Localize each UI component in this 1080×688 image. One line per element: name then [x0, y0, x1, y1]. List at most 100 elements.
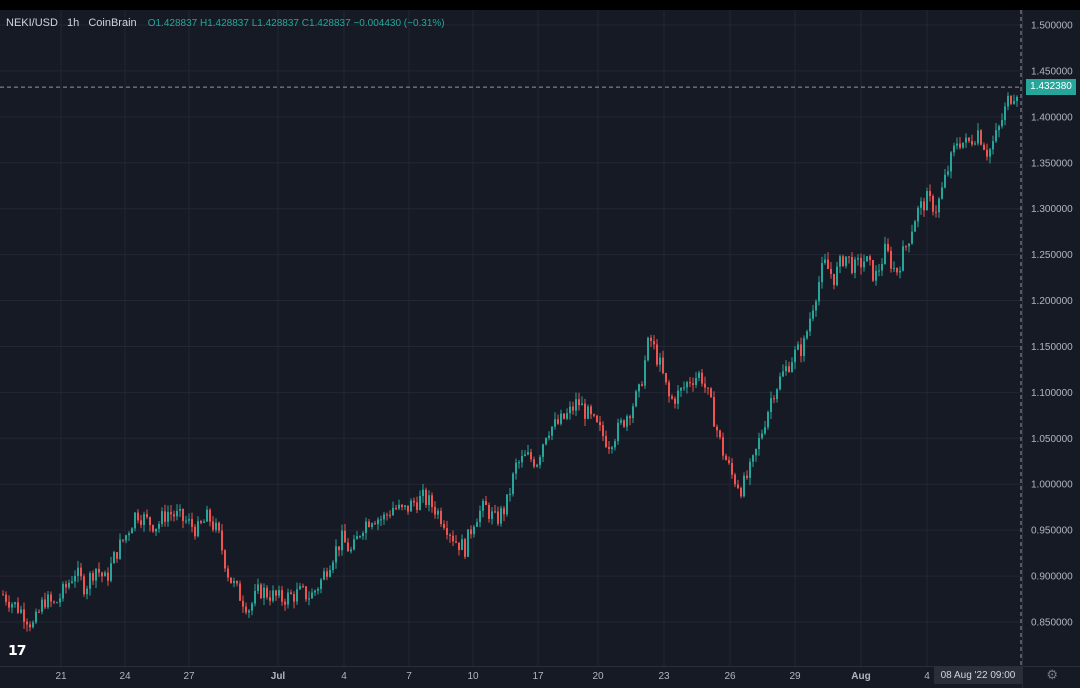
candle-body — [299, 586, 301, 590]
candle-body — [311, 592, 313, 599]
candle-body — [191, 519, 193, 527]
candle-body — [875, 270, 877, 281]
chart-panel[interactable]: 1.500000 1.450000 1.400000 1.350000 1.300000… — [0, 10, 1080, 688]
candle-body — [701, 372, 703, 384]
candle-body — [545, 437, 547, 445]
candle-body — [806, 331, 808, 339]
candle-body — [17, 602, 19, 613]
x-tick-label: 17 — [532, 671, 544, 682]
candle-body — [248, 610, 250, 613]
candle-body — [932, 195, 934, 212]
candle-body — [683, 387, 685, 389]
candle-body — [47, 594, 49, 608]
candle-body — [317, 588, 319, 591]
symbol-label[interactable]: NEKI/USD — [6, 17, 58, 29]
candle-body — [752, 455, 754, 462]
candle-body — [527, 452, 529, 455]
candle-body — [182, 508, 184, 521]
candle-body — [704, 383, 706, 388]
candle-body — [860, 258, 862, 268]
candle-body — [239, 583, 241, 601]
x-tick-label: Jul — [271, 671, 286, 682]
candle-body — [962, 142, 964, 148]
candle-body — [977, 130, 979, 144]
candle-body — [680, 387, 682, 391]
candle-body — [767, 411, 769, 428]
candle-body — [854, 259, 856, 273]
candle-body — [890, 250, 892, 269]
candle-body — [314, 590, 316, 593]
candle-body — [92, 573, 94, 581]
candle-body — [773, 398, 775, 400]
candle-body — [644, 360, 646, 386]
x-tick-label: 21 — [55, 671, 67, 682]
crosshair — [0, 10, 1022, 666]
candle-body — [335, 546, 337, 563]
candle-body — [281, 590, 283, 602]
candle-body — [908, 243, 910, 247]
x-tick-label: 29 — [789, 671, 801, 682]
candle-body — [407, 505, 409, 512]
candle-body — [179, 508, 181, 511]
candle-body — [98, 568, 100, 573]
candle-body — [590, 406, 592, 415]
candle-body — [266, 587, 268, 598]
candle-body — [629, 416, 631, 419]
candle-body — [14, 602, 16, 605]
candle-body — [290, 592, 292, 595]
gear-icon[interactable]: ⚙ — [1046, 667, 1058, 682]
price-chart[interactable]: 1.500000 1.450000 1.400000 1.350000 1.300000… — [0, 10, 1080, 688]
candle-body — [887, 243, 889, 251]
candle-body — [158, 523, 160, 529]
candle-body — [965, 137, 967, 143]
candle-body — [755, 448, 757, 456]
crosshair-price-label: 1.432380 — [1026, 79, 1076, 95]
candle-body — [635, 391, 637, 407]
candle-body — [587, 406, 589, 419]
candle-body — [467, 529, 469, 557]
candle-body — [44, 599, 46, 608]
candle-body — [320, 579, 322, 589]
candle-body — [920, 201, 922, 208]
candle-body — [122, 539, 124, 541]
candle-body — [26, 621, 28, 625]
candle-body — [872, 260, 874, 281]
candle-body — [623, 420, 625, 427]
candle-body — [149, 517, 151, 526]
candle-body — [941, 187, 943, 199]
tradingview-logo-icon[interactable]: 𝟭𝟳 — [8, 642, 27, 658]
candle-body — [1010, 95, 1012, 104]
candle-body — [788, 366, 790, 372]
x-tick-label: 23 — [658, 671, 670, 682]
candle-body — [758, 438, 760, 449]
candle-body — [1004, 106, 1006, 121]
candle-body — [983, 144, 985, 150]
candle-body — [398, 504, 400, 509]
candle-body — [512, 473, 514, 494]
y-tick-label: 1.300000 — [1031, 204, 1073, 215]
candle-body — [452, 535, 454, 542]
candle-body — [578, 399, 580, 406]
candle-body — [830, 268, 832, 274]
interval-label[interactable]: 1h — [67, 17, 80, 29]
candle-body — [500, 508, 502, 524]
candle-body — [230, 577, 232, 584]
candle-body — [473, 526, 475, 535]
candle-body — [176, 510, 178, 517]
candle-body — [935, 211, 937, 213]
candle-body — [461, 539, 463, 551]
candle-body — [356, 536, 358, 540]
candle-body — [575, 399, 577, 411]
candle-body — [536, 464, 538, 467]
candle-body — [815, 301, 817, 311]
candle-body — [101, 572, 103, 577]
candle-body — [506, 494, 508, 515]
candle-body — [845, 256, 847, 266]
candle-body — [980, 130, 982, 145]
candle-body — [245, 606, 247, 613]
candle-body — [1001, 120, 1003, 127]
candle-body — [584, 403, 586, 419]
candle-body — [569, 406, 571, 414]
candle-body — [287, 592, 289, 605]
candle-body — [41, 599, 43, 612]
